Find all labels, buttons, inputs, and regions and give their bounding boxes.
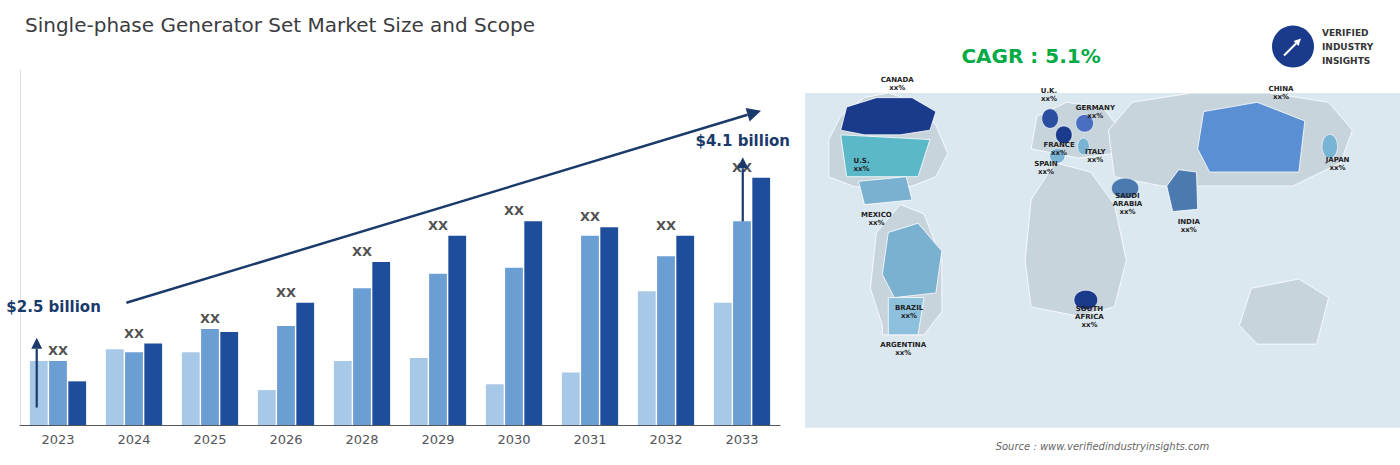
svg-text:MEXICO: MEXICO — [861, 211, 892, 219]
svg-text:AFRICA: AFRICA — [1075, 313, 1104, 321]
svg-text:ARGENTINA: ARGENTINA — [880, 341, 926, 349]
svg-text:CAGR : 5.1%: CAGR : 5.1% — [961, 44, 1100, 68]
svg-text:2033: 2033 — [725, 432, 758, 447]
svg-text:BRAZIL: BRAZIL — [895, 304, 924, 312]
svg-text:JAPAN: JAPAN — [1325, 156, 1350, 164]
svg-text:xx%: xx% — [1119, 208, 1135, 216]
svg-text:XX: XX — [276, 285, 296, 300]
svg-text:SPAIN: SPAIN — [1034, 160, 1058, 168]
svg-text:INDUSTRY: INDUSTRY — [1322, 42, 1374, 52]
svg-text:XX: XX — [124, 326, 144, 341]
svg-text:INSIGHTS: INSIGHTS — [1322, 56, 1370, 66]
svg-text:XX: XX — [732, 159, 752, 175]
svg-text:GERMANY: GERMANY — [1076, 104, 1116, 112]
svg-text:2023: 2023 — [41, 432, 74, 447]
svg-text:xx%: xx% — [1087, 112, 1103, 120]
svg-text:XX: XX — [200, 311, 220, 326]
svg-text:$2.5 billion: $2.5 billion — [6, 298, 101, 316]
svg-text:SAUDI: SAUDI — [1115, 192, 1139, 200]
svg-text:xx%: xx% — [868, 219, 884, 227]
svg-text:Single-phase Generator Set Mar: Single-phase Generator Set Market Size a… — [25, 13, 535, 37]
svg-text:Source : www.verifiedindustryi: Source : www.verifiedindustryinsights.co… — [996, 441, 1210, 452]
svg-text:2029: 2029 — [421, 432, 454, 447]
svg-text:xx%: xx% — [895, 349, 911, 357]
svg-text:2024: 2024 — [117, 432, 150, 447]
svg-text:2032: 2032 — [649, 432, 682, 447]
svg-text:xx%: xx% — [1081, 321, 1097, 329]
svg-text:U.K.: U.K. — [1041, 87, 1057, 95]
svg-text:xx%: xx% — [1330, 164, 1346, 172]
svg-text:XX: XX — [580, 209, 600, 224]
svg-text:SOUTH: SOUTH — [1076, 305, 1103, 313]
svg-text:xx%: xx% — [901, 312, 917, 320]
svg-text:xx%: xx% — [1041, 95, 1057, 103]
svg-text:$4.1 billion: $4.1 billion — [695, 132, 790, 150]
svg-text:CANADA: CANADA — [881, 76, 915, 84]
svg-text:xx%: xx% — [1273, 93, 1289, 101]
svg-text:XX: XX — [48, 343, 68, 358]
svg-text:XX: XX — [428, 218, 448, 233]
svg-text:U.S.: U.S. — [854, 157, 870, 165]
svg-text:2028: 2028 — [345, 432, 378, 447]
svg-text:ITALY: ITALY — [1085, 148, 1107, 156]
svg-text:CHINA: CHINA — [1269, 85, 1294, 93]
svg-text:xx%: xx% — [1181, 226, 1197, 234]
svg-text:XX: XX — [656, 218, 676, 233]
svg-text:XX: XX — [504, 203, 524, 218]
svg-text:xx%: xx% — [1051, 149, 1067, 157]
svg-text:INDIA: INDIA — [1178, 218, 1201, 226]
svg-text:FRANCE: FRANCE — [1043, 141, 1075, 149]
svg-text:2026: 2026 — [269, 432, 302, 447]
svg-text:xx%: xx% — [854, 165, 870, 173]
svg-text:2030: 2030 — [497, 432, 530, 447]
svg-text:xx%: xx% — [1038, 168, 1054, 176]
svg-text:ARABIA: ARABIA — [1113, 200, 1143, 208]
svg-text:2025: 2025 — [193, 432, 226, 447]
svg-text:XX: XX — [352, 244, 372, 259]
svg-text:2031: 2031 — [573, 432, 606, 447]
svg-text:VERIFIED: VERIFIED — [1322, 28, 1369, 38]
svg-text:xx%: xx% — [889, 84, 905, 92]
svg-text:xx%: xx% — [1087, 156, 1103, 164]
